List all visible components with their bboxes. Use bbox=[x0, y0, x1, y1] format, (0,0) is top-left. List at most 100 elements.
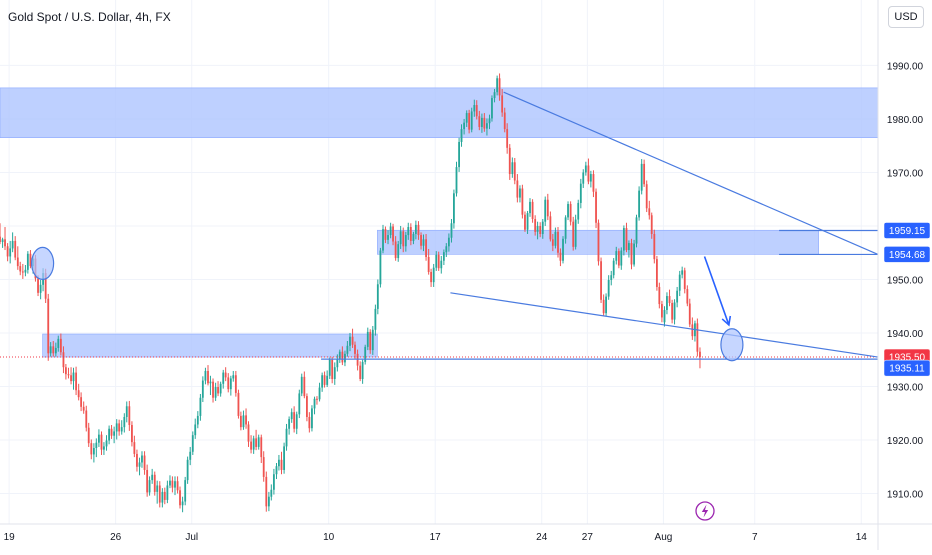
candle-body bbox=[37, 278, 39, 293]
candle bbox=[615, 246, 618, 265]
candle-body bbox=[432, 267, 435, 283]
candle bbox=[95, 438, 98, 458]
candle-body bbox=[696, 323, 699, 352]
candle bbox=[338, 349, 341, 363]
candle bbox=[239, 411, 242, 431]
candle-body bbox=[486, 123, 488, 129]
x-tick-label: 19 bbox=[4, 532, 16, 543]
candle bbox=[275, 463, 278, 480]
candle-body bbox=[440, 260, 443, 269]
candle bbox=[219, 381, 222, 397]
candle bbox=[148, 476, 151, 496]
candle-body bbox=[163, 491, 166, 500]
candle bbox=[9, 240, 12, 264]
x-tick-label: Jul bbox=[185, 532, 198, 543]
candle bbox=[699, 347, 701, 369]
candle bbox=[62, 346, 65, 374]
candle bbox=[214, 382, 217, 401]
candle bbox=[460, 124, 463, 147]
candle bbox=[648, 200, 651, 220]
candle-body bbox=[85, 410, 88, 428]
candle-body bbox=[402, 231, 405, 247]
candle bbox=[196, 411, 199, 429]
candle-body bbox=[300, 376, 303, 394]
candle-body bbox=[120, 427, 123, 432]
lightning-icon[interactable] bbox=[695, 501, 715, 521]
candle bbox=[72, 367, 75, 390]
candle bbox=[387, 230, 389, 245]
candle-body bbox=[346, 345, 349, 354]
y-tick-label: 1940.00 bbox=[887, 329, 924, 340]
candle-body bbox=[252, 438, 255, 450]
candle-body bbox=[635, 217, 638, 244]
candle bbox=[29, 250, 32, 269]
candle bbox=[455, 161, 458, 197]
chart-title: Gold Spot / U.S. Dollar, 4h, FX bbox=[8, 10, 171, 24]
candle bbox=[6, 243, 9, 262]
y-tick-label: 1980.00 bbox=[887, 115, 924, 126]
candle bbox=[574, 214, 577, 250]
candle-body bbox=[29, 253, 32, 267]
price-label-text: 1959.15 bbox=[889, 226, 926, 237]
candle-body bbox=[295, 414, 298, 429]
price-axis[interactable]: 1910.001920.001930.001940.001950.001960.… bbox=[877, 0, 924, 550]
candle-body bbox=[592, 174, 595, 192]
candle bbox=[569, 201, 572, 226]
candle bbox=[371, 326, 374, 355]
candle bbox=[247, 421, 250, 447]
candle bbox=[39, 280, 42, 300]
candle-body bbox=[265, 476, 268, 507]
candle-body bbox=[589, 174, 592, 182]
candle-body bbox=[47, 298, 50, 354]
candle bbox=[470, 107, 473, 133]
candle bbox=[19, 261, 22, 276]
candle bbox=[369, 329, 372, 354]
candle-body bbox=[605, 296, 607, 314]
candle-body bbox=[293, 412, 296, 429]
candle-body bbox=[488, 118, 491, 124]
candle-body bbox=[103, 446, 105, 450]
currency-button[interactable]: USD bbox=[888, 6, 924, 28]
candle-body bbox=[138, 462, 141, 467]
candle bbox=[430, 268, 433, 287]
candle-body bbox=[379, 250, 382, 285]
candle bbox=[572, 216, 575, 251]
candle bbox=[21, 263, 24, 279]
candle bbox=[298, 389, 301, 419]
time-axis[interactable]: 19 26 Jul 10 17 24 27 Aug 7 14 bbox=[0, 523, 932, 543]
candle-body bbox=[331, 359, 334, 379]
candle bbox=[407, 222, 410, 240]
candle bbox=[171, 476, 174, 493]
candle-body bbox=[610, 275, 613, 280]
candle bbox=[452, 189, 455, 229]
candle bbox=[364, 344, 367, 365]
candle bbox=[447, 233, 450, 252]
candle-body bbox=[1, 239, 4, 243]
trendline bbox=[503, 91, 879, 255]
candle bbox=[316, 396, 318, 405]
candle bbox=[359, 361, 362, 382]
candle bbox=[14, 236, 17, 261]
candle-body bbox=[394, 241, 397, 259]
candle-body bbox=[442, 252, 445, 261]
candle-body bbox=[688, 303, 691, 325]
zones bbox=[0, 87, 879, 358]
candle-body bbox=[364, 346, 367, 362]
candle-body bbox=[661, 304, 663, 318]
candle-body bbox=[470, 111, 473, 130]
candle bbox=[475, 100, 478, 120]
candle-body bbox=[473, 105, 476, 112]
candle-body bbox=[691, 324, 694, 337]
candle-body bbox=[521, 188, 524, 215]
x-tick-label: 10 bbox=[323, 532, 335, 543]
candle-body bbox=[531, 201, 534, 219]
candle-body bbox=[493, 92, 496, 99]
candle bbox=[0, 223, 1, 245]
candle bbox=[120, 420, 123, 435]
candle-body bbox=[541, 221, 544, 234]
candle-body bbox=[212, 381, 214, 398]
candle bbox=[513, 158, 516, 185]
candle bbox=[394, 236, 397, 261]
